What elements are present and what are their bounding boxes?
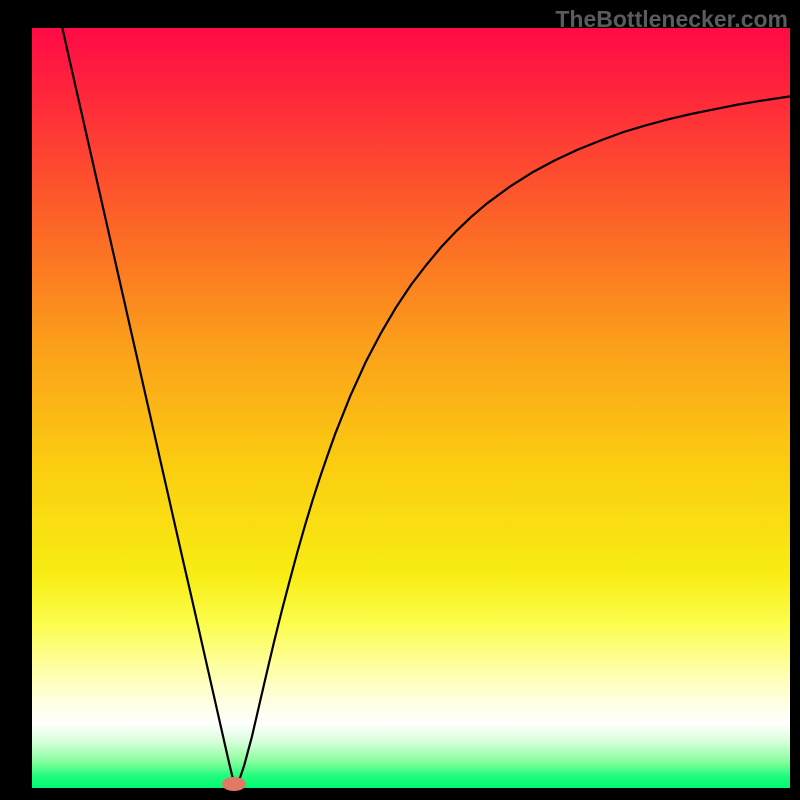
curve-svg <box>32 28 790 788</box>
bottleneck-curve <box>62 28 790 784</box>
watermark-text: TheBottlenecker.com <box>555 6 788 33</box>
chart-container: TheBottlenecker.com <box>0 0 800 800</box>
plot-area <box>32 28 790 788</box>
minimum-marker <box>222 777 246 791</box>
